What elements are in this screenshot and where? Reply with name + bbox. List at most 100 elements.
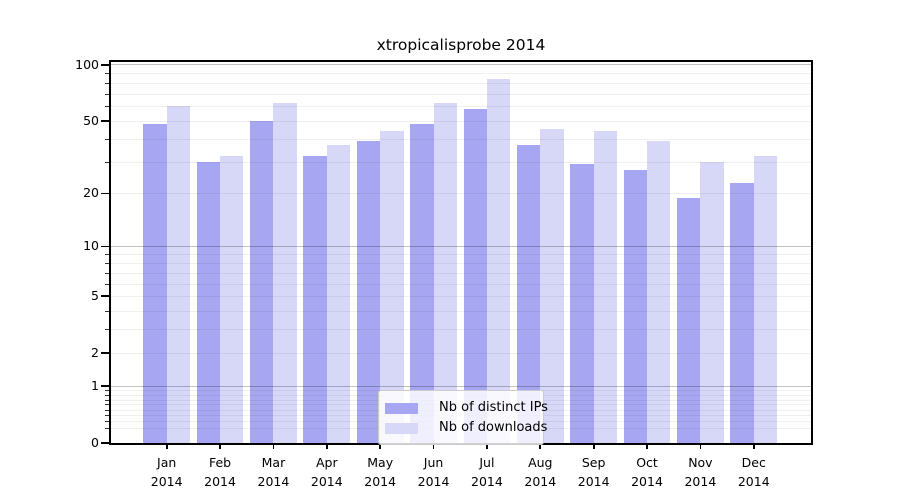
y-major-gridline <box>111 64 811 66</box>
bar-jul-downloads <box>486 78 511 443</box>
bar-sep-distinct-ips <box>570 164 594 443</box>
bar-jun-distinct-ips <box>410 124 434 443</box>
bar-mar-downloads <box>273 103 297 443</box>
bar-oct-distinct-ips <box>623 169 648 443</box>
chart-title: xtropicalisprobe 2014 <box>376 36 546 54</box>
bar-feb-downloads <box>220 156 244 443</box>
y-minor-tick <box>105 421 109 423</box>
y-minor-tick <box>105 404 109 406</box>
x-tick-mark <box>699 443 702 449</box>
y-tick-mark <box>101 63 109 66</box>
x-tick-mark <box>325 443 328 449</box>
y-minor-tick <box>105 262 109 264</box>
x-tick-label-sep: Sep 2014 <box>577 455 610 489</box>
y-minor-tick <box>105 415 109 417</box>
y-minor-gridline <box>111 93 811 95</box>
y-minor-gridline <box>111 82 811 84</box>
x-tick-mark <box>646 443 648 449</box>
x-tick-mark <box>486 443 488 449</box>
x-tick-mark <box>379 443 382 449</box>
bar-jul-distinct-ips <box>463 108 487 443</box>
legend-label-downloads: Nb of downloads <box>439 420 548 435</box>
x-tick-mark <box>272 443 275 449</box>
x-tick-label-jun: Jun 2014 <box>417 455 450 489</box>
bar-apr-distinct-ips <box>303 156 327 443</box>
bar-may-distinct-ips <box>356 140 381 443</box>
y-minor-gridline <box>111 193 811 195</box>
bar-nov-distinct-ips <box>677 197 701 443</box>
y-tick-mark <box>101 295 109 298</box>
y-minor-tick <box>105 399 109 401</box>
y-tick-label: 100 <box>75 56 99 72</box>
bar-may-downloads <box>380 131 404 443</box>
y-tick-mark <box>101 442 109 444</box>
y-minor-tick <box>105 106 109 108</box>
bar-jan-distinct-ips <box>143 124 167 443</box>
y-minor-gridline <box>111 296 811 298</box>
x-tick-label-may: May 2014 <box>364 455 397 489</box>
x-tick-label-jul: Jul 2014 <box>471 455 503 489</box>
x-tick-mark <box>539 443 542 449</box>
bar-mar-distinct-ips <box>250 120 274 443</box>
y-minor-gridline <box>111 106 811 108</box>
x-tick-label-aug: Aug 2014 <box>524 455 557 489</box>
y-minor-gridline <box>111 352 811 354</box>
legend-row-downloads: Nb of downloads <box>385 418 547 438</box>
y-minor-gridline <box>111 73 811 75</box>
y-tick-mark <box>101 245 109 248</box>
bar-sep-downloads <box>593 131 617 443</box>
y-major-gridline <box>111 385 811 387</box>
bar-apr-downloads <box>326 144 351 443</box>
y-tick-label: 2 <box>91 344 99 360</box>
legend: Nb of distinct IPs Nb of downloads <box>378 390 548 445</box>
x-tick-label-mar: Mar 2014 <box>257 455 290 489</box>
y-tick-mark <box>101 119 109 122</box>
y-minor-gridline <box>111 272 811 274</box>
y-minor-tick <box>105 272 109 274</box>
bar-jan-downloads <box>166 106 191 443</box>
y-tick-label: 5 <box>91 288 99 304</box>
y-tick-mark <box>101 352 109 354</box>
legend-row-distinct-ips: Nb of distinct IPs <box>385 398 548 418</box>
y-minor-tick <box>105 73 109 75</box>
y-minor-tick <box>105 428 109 430</box>
y-minor-tick <box>105 82 109 84</box>
y-tick-mark <box>101 192 109 195</box>
x-tick-label-nov: Nov 2014 <box>684 455 717 489</box>
bar-aug-downloads <box>540 129 564 443</box>
y-minor-gridline <box>111 161 811 163</box>
x-tick-mark <box>432 443 435 449</box>
y-tick-label: 0 <box>91 435 99 450</box>
x-tick-mark <box>752 443 755 449</box>
y-tick-mark <box>101 385 109 388</box>
x-tick-label-dec: Dec 2014 <box>737 455 770 489</box>
bar-dec-downloads <box>753 156 778 443</box>
y-minor-gridline <box>111 283 811 285</box>
bar-aug-distinct-ips <box>516 144 541 443</box>
plot-area: Nb of distinct IPs Nb of downloads 0 1 2 5 1… <box>75 57 813 489</box>
y-minor-gridline <box>111 311 811 313</box>
y-minor-tick <box>105 138 109 140</box>
y-minor-tick <box>105 311 109 313</box>
y-major-gridline <box>111 245 811 248</box>
y-minor-tick <box>105 283 109 285</box>
y-minor-gridline <box>111 262 811 264</box>
y-minor-gridline <box>111 120 811 122</box>
y-minor-tick <box>105 161 109 163</box>
y-minor-gridline <box>111 254 811 256</box>
legend-swatch-downloads <box>385 422 418 434</box>
legend-swatch-distinct-ips <box>385 402 418 414</box>
bar-nov-downloads <box>700 161 724 443</box>
x-tick-label-apr: Apr 2014 <box>310 455 343 489</box>
bar-oct-downloads <box>647 140 671 443</box>
y-minor-tick <box>105 394 109 396</box>
x-tick-mark <box>219 443 221 449</box>
bar-feb-distinct-ips <box>196 161 221 443</box>
legend-label-distinct-ips: Nb of distinct IPs <box>439 400 548 415</box>
x-tick-label-feb: Feb 2014 <box>204 455 236 489</box>
y-minor-tick <box>105 409 109 411</box>
x-tick-label-jan: Jan 2014 <box>150 455 183 489</box>
y-minor-tick <box>105 93 109 95</box>
y-minor-tick <box>105 254 109 256</box>
